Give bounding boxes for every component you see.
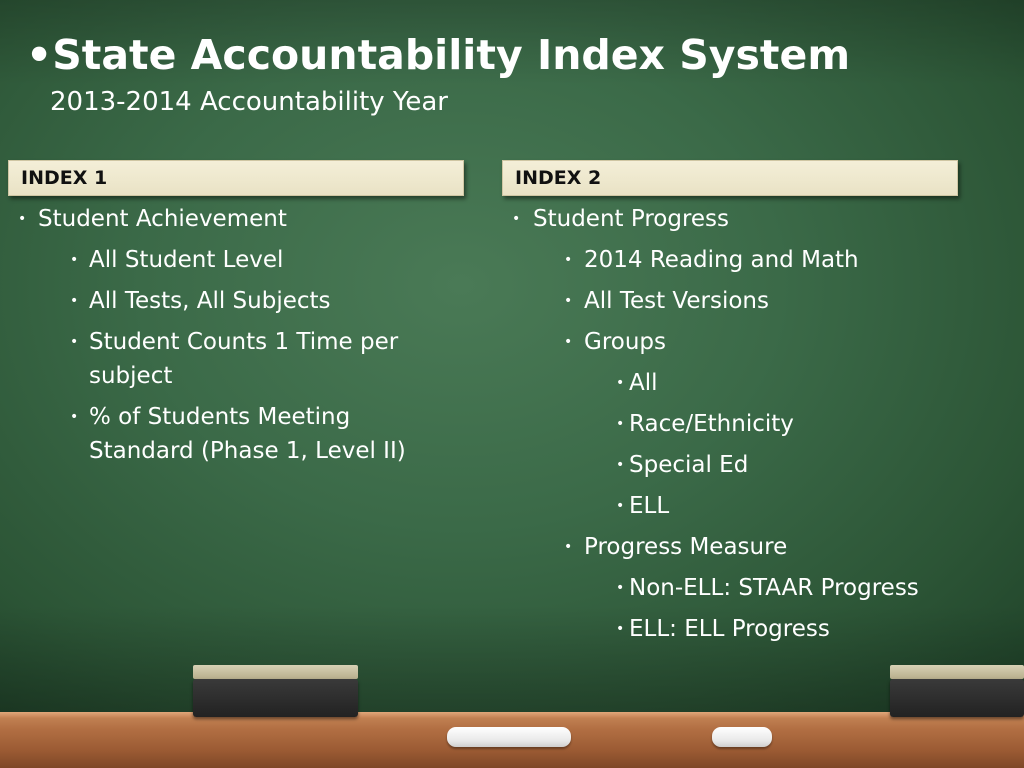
bullet-icon: • <box>616 621 625 637</box>
list-item-label: All Tests, All Subjects <box>89 288 331 314</box>
bullet-icon: • <box>616 580 625 596</box>
list-item-label: Race/Ethnicity <box>629 411 794 437</box>
bullet-icon: • <box>70 334 79 350</box>
list-item-label: All Test Versions <box>584 288 769 314</box>
bullet-icon: • <box>564 252 573 268</box>
list-item-label: ELL <box>629 493 670 519</box>
list-item-label: Student Progress <box>533 206 730 232</box>
bullet-icon: • <box>616 498 625 514</box>
chalk-icon <box>447 727 571 747</box>
bullet-icon: • <box>70 252 79 268</box>
bullet-icon: • <box>616 457 625 473</box>
list-item-label: % of Students Meeting Standard (Phase 1,… <box>89 404 406 464</box>
bullet-icon: • <box>564 539 573 555</box>
list-item-label: Student Achievement <box>38 206 287 232</box>
list-item-label: All <box>629 370 658 396</box>
list-item-label: Progress Measure <box>584 534 788 560</box>
bullet-icon: • <box>512 211 521 227</box>
bullet-icon: • <box>616 375 625 391</box>
list-item-label: Non-ELL: STAAR Progress <box>629 575 919 601</box>
list-item-label: Groups <box>584 329 667 355</box>
index-1-header: INDEX 1 <box>8 160 464 196</box>
eraser-icon <box>193 665 358 717</box>
list-item-label: 2014 Reading and Math <box>584 247 859 273</box>
bullet-icon: • <box>564 293 573 309</box>
bullet-icon: • <box>616 416 625 432</box>
bullet-icon: • <box>564 334 573 350</box>
slide-subtitle: 2013-2014 Accountability Year <box>50 87 448 117</box>
bullet-icon: • <box>70 409 79 425</box>
list-item-label: ELL: ELL Progress <box>629 616 830 642</box>
eraser-icon <box>890 665 1024 717</box>
chalk-icon <box>712 727 772 747</box>
list-item-label: Student Counts 1 Time per subject <box>89 329 399 389</box>
bullet-icon: • <box>18 211 27 227</box>
bullet-icon: • <box>70 293 79 309</box>
slide-title: •State Accountability Index System <box>26 31 851 79</box>
list-item-label: Special Ed <box>629 452 749 478</box>
index-2-header: INDEX 2 <box>502 160 958 196</box>
chalkboard <box>0 0 1024 712</box>
list-item-label: All Student Level <box>89 247 284 273</box>
